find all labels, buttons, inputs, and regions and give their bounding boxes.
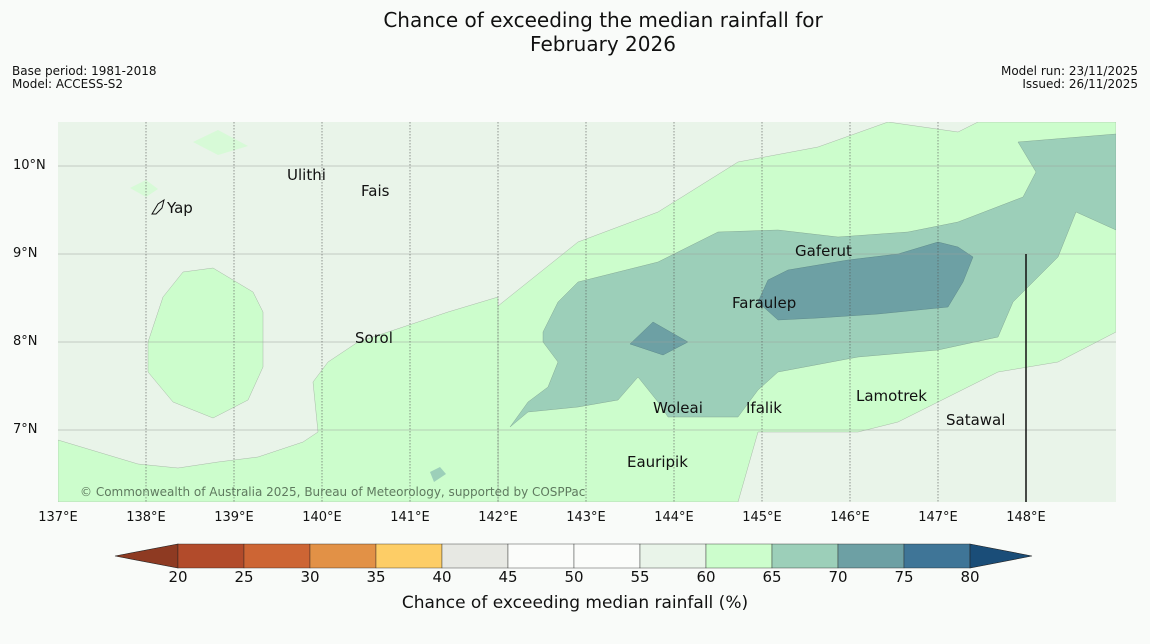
model-run: Model run: 23/11/2025	[1000, 64, 1138, 78]
colorbar-tick-label: 35	[366, 568, 386, 586]
title-line-1: Chance of exceeding the median rainfall …	[383, 8, 823, 32]
small-cell-2	[130, 180, 158, 197]
lon-label-138e: 138°E	[126, 510, 166, 525]
place-sorol: Sorol	[355, 329, 393, 347]
colorbar-segment	[309, 543, 377, 569]
place-lamotrek: Lamotrek	[856, 387, 927, 405]
colorbar-tick-label: 50	[564, 568, 584, 586]
colorbar-tick-label: 70	[828, 568, 848, 586]
gridlines	[58, 165, 1116, 431]
lon-label-148e: 148°E	[1006, 510, 1046, 525]
region-70-75	[757, 241, 974, 321]
lat-label-7n: 7°N	[13, 422, 38, 437]
lon-label-147e: 147°E	[918, 510, 958, 525]
lat-label-9n: 9°N	[13, 246, 38, 261]
colorbar-over-arrow	[969, 543, 1033, 569]
place-fais: Fais	[361, 182, 390, 200]
colorbar-tick-label: 20	[168, 568, 188, 586]
place-faraulep: Faraulep	[732, 294, 797, 312]
colorbar-segment	[639, 543, 707, 569]
colorbar-under-arrow	[114, 543, 179, 569]
colorbar-segment	[837, 543, 905, 569]
lon-label-142e: 142°E	[478, 510, 518, 525]
colorbar	[114, 543, 1038, 569]
colorbar-segment	[903, 543, 971, 569]
lon-label-140e: 140°E	[302, 510, 342, 525]
colorbar-tick-label: 30	[300, 568, 320, 586]
colorbar-segment	[375, 543, 443, 569]
meridians	[145, 122, 939, 502]
lon-label-145e: 145°E	[742, 510, 782, 525]
colorbar-segment	[705, 543, 773, 569]
colorbar-svg	[114, 543, 1033, 569]
base-period: Base period: 1981-2018	[12, 64, 157, 78]
small-cell-1	[193, 130, 248, 155]
rainfall-map: Yap Ulithi Fais Gaferut Faraulep Sorol L…	[58, 122, 1116, 502]
small-cell-3	[328, 462, 368, 488]
metadata-left: Base period: 1981-2018 Model: ACCESS-S2	[12, 65, 157, 91]
model-name: Model: ACCESS-S2	[12, 77, 124, 91]
colorbar-segment	[771, 543, 839, 569]
lon-label-143e: 143°E	[566, 510, 606, 525]
place-eauripik: Eauripik	[627, 453, 688, 471]
copyright-notice: © Commonwealth of Australia 2025, Bureau…	[80, 485, 586, 499]
yap-island-shape	[151, 198, 165, 215]
colorbar-segment	[507, 543, 575, 569]
issued-date: Issued: 26/11/2025	[1022, 77, 1138, 91]
title-line-2: February 2026	[530, 32, 676, 56]
place-woleai: Woleai	[653, 399, 703, 417]
small-cell-4	[430, 467, 446, 482]
colorbar-tick-label: 40	[432, 568, 452, 586]
colorbar-tick-label: 65	[762, 568, 782, 586]
lon-label-139e: 139°E	[214, 510, 254, 525]
colorbar-tick-label: 55	[630, 568, 650, 586]
colorbar-segment	[573, 543, 641, 569]
colorbar-segment	[177, 543, 245, 569]
map-canvas	[58, 122, 1116, 502]
lon-label-141e: 141°E	[390, 510, 430, 525]
metadata-right: Model run: 23/11/2025 Issued: 26/11/2025	[1001, 65, 1138, 91]
colorbar-tick-label: 25	[234, 568, 254, 586]
place-ulithi: Ulithi	[287, 166, 326, 184]
colorbar-tick-label: 45	[498, 568, 518, 586]
lon-label-144e: 144°E	[654, 510, 694, 525]
colorbar-tick-label: 75	[894, 568, 914, 586]
colorbar-label: Chance of exceeding median rainfall (%)	[401, 593, 749, 613]
lat-label-10n: 10°N	[13, 158, 46, 173]
colorbar-tick-label: 60	[696, 568, 716, 586]
colorbar-segment	[243, 543, 311, 569]
place-ifalik: Ifalik	[746, 399, 782, 417]
place-yap: Yap	[167, 199, 193, 217]
lon-label-146e: 146°E	[830, 510, 870, 525]
place-gaferut: Gaferut	[795, 242, 852, 260]
colorbar-segment	[441, 543, 509, 569]
lat-label-8n: 8°N	[13, 334, 38, 349]
lon-label-137e: 137°E	[38, 510, 78, 525]
place-satawal: Satawal	[946, 411, 1006, 429]
chart-title: Chance of exceeding the median rainfall …	[0, 8, 1150, 56]
colorbar-tick-label: 80	[960, 568, 980, 586]
